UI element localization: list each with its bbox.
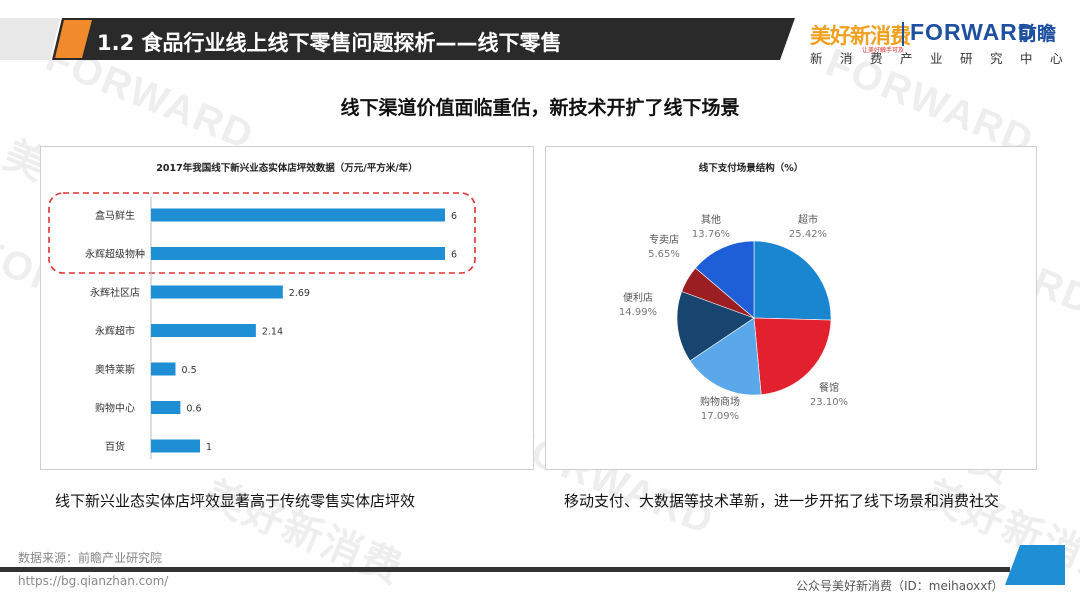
pie-chart-panel: 线下支付场景结构（%） 超市 25.42% 餐馆 23.10% 购物商场 17.09% 便利…: [545, 146, 1037, 470]
pie-slice-label: 专卖店: [649, 233, 679, 246]
bar-category-label: 购物中心: [95, 402, 135, 415]
page-title: 1.2 食品行业线上线下零售问题探析——线下零售: [97, 31, 562, 55]
bar-category-label: 百货: [105, 440, 125, 453]
caption-left: 线下新兴业态实体店坪效显著高于传统零售实体店坪效: [55, 492, 416, 510]
pie-slice-value: 17.09%: [701, 411, 739, 422]
bar-category-label: 永辉超市: [95, 325, 135, 338]
pie-slice-label: 餐馆: [819, 381, 839, 394]
watermark-brand: 美好新消费: [197, 472, 410, 593]
pie-slice-value: 14.99%: [619, 307, 657, 318]
bar-value-label: 0.5: [182, 365, 197, 376]
bar-category-label: 永辉超级物种: [85, 248, 145, 261]
pie-slice: [694, 240, 755, 319]
bar-value-label: 1: [206, 442, 212, 453]
pie-slice-value: 5.65%: [648, 249, 680, 260]
pie-slice-label: 超市: [798, 213, 818, 226]
pie-slice: [689, 317, 762, 396]
bar-category-label: 奥特莱斯: [95, 363, 135, 376]
bar-category-label: 盒马鲜生: [95, 209, 135, 222]
highlight-box: [48, 192, 476, 274]
footer-line: [0, 567, 1010, 572]
bar-value-label: 0.6: [186, 404, 201, 415]
pie-slice: [676, 291, 755, 362]
pie-chart: 线下支付场景结构（%） 超市 25.42% 餐馆 23.10% 购物商场 17.09% 便利…: [619, 162, 848, 422]
logo-cn: 美好新消费: [810, 24, 911, 48]
bar-mark: [151, 247, 445, 260]
bar-mark: [151, 324, 256, 337]
bar-chart-panel: 2017年我国线下新兴业态实体店坪效数据（万元/平方米/年） 盒马鲜生 6 永辉超级…: [40, 146, 534, 470]
pie-slice-label: 其他: [701, 213, 721, 226]
logo-separator: [902, 22, 904, 46]
pie-slice: [753, 317, 832, 395]
bar-value-label: 2.14: [262, 327, 283, 338]
bar-category-label: 永辉社区店: [90, 286, 140, 299]
data-source: 数据来源：前瞻产业研究院: [18, 551, 163, 565]
logo: 美好新消费 让美好触手可及 FORWARD 前瞻 新消费产业研究中心: [810, 16, 1072, 68]
bar-mark: [151, 285, 283, 299]
caption-right: 移动支付、大数据等技术革新，进一步开拓了线下场景和消费社交: [564, 492, 1000, 510]
pie-slice-value: 25.42%: [789, 229, 827, 240]
bar-mark: [151, 362, 176, 376]
corner-decoration: [1005, 545, 1065, 585]
logo-en-cn: 前瞻: [1018, 23, 1057, 45]
source-url: https://bg.qianzhan.com/: [18, 574, 169, 588]
bar-value-label: 2.69: [289, 288, 310, 299]
bar-mark: [151, 401, 181, 414]
logo-cn-sub: 让美好触手可及: [862, 47, 905, 54]
pie-slice-value: 23.10%: [810, 397, 848, 408]
header-bar-shape: [0, 18, 795, 60]
bar-chart: 2017年我国线下新兴业态实体店坪效数据（万元/平方米/年） 盒马鲜生 6 永辉超级…: [48, 162, 476, 459]
header-bar: [0, 18, 795, 68]
footer-account: 公众号美好新消费（ID：meihaoxxf）: [796, 579, 1004, 593]
pie-slice-value: 13.76%: [692, 229, 730, 240]
bar-chart-title: 2017年我国线下新兴业态实体店坪效数据（万元/平方米/年）: [156, 162, 417, 174]
pie-slice-label: 购物商场: [700, 395, 740, 408]
pie-slice-label: 便利店: [623, 291, 653, 304]
bar-mark: [151, 439, 200, 453]
pie-chart-title: 线下支付场景结构（%）: [699, 162, 804, 174]
slide-subtitle: 线下渠道价值面临重估，新技术开扩了线下场景: [340, 97, 740, 119]
pie-slice: [753, 240, 832, 321]
bar-value-label: 6: [451, 211, 457, 222]
bar-value-label: 6: [451, 250, 457, 261]
logo-tagline: 新消费产业研究中心: [810, 51, 1080, 66]
logo-en: FORWARD: [910, 19, 1036, 45]
bar-mark: [151, 208, 445, 222]
